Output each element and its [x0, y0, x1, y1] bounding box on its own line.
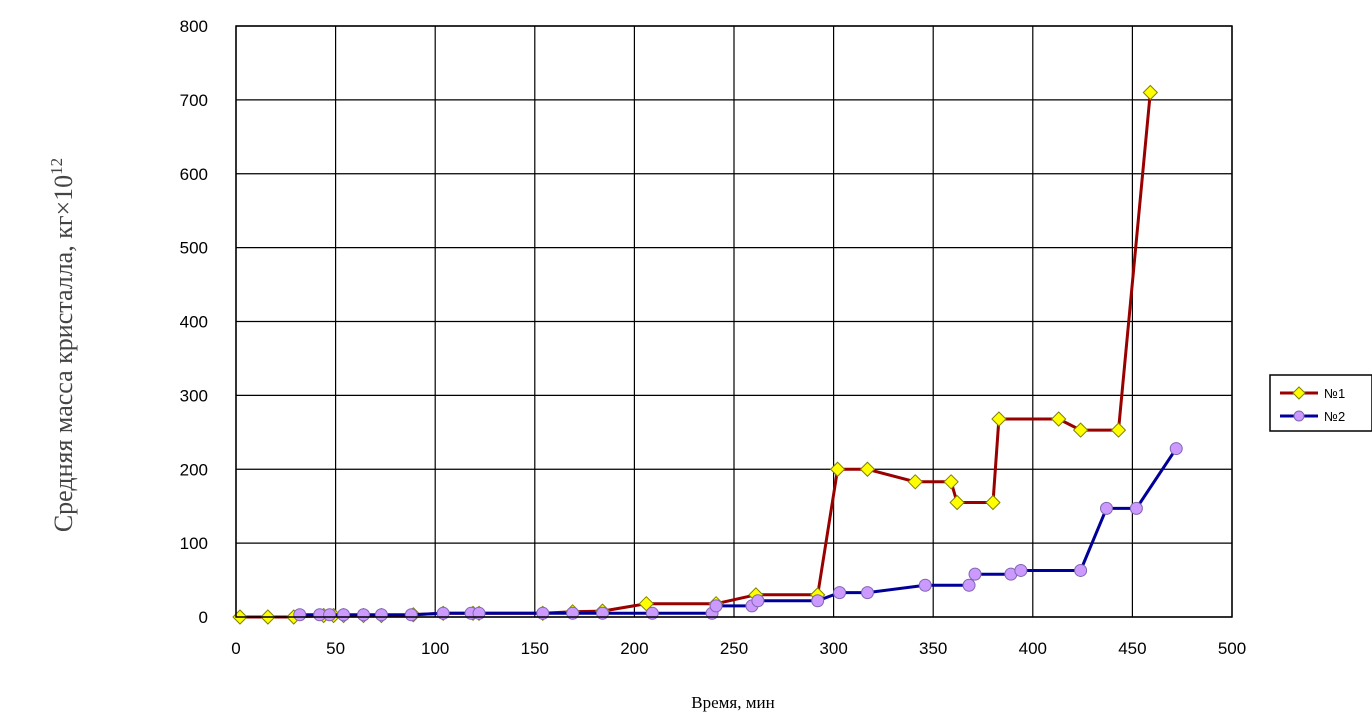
x-tick-label: 0 [231, 639, 240, 658]
legend-label-series-1: №1 [1324, 386, 1345, 401]
x-tick-label: 200 [620, 639, 648, 658]
series-2-point [1129, 501, 1143, 515]
series-1-point [1072, 422, 1089, 438]
legend: №1 №2 [1269, 374, 1372, 432]
legend-box [1269, 374, 1372, 432]
series-1-point [1142, 84, 1159, 101]
y-tick-label: 700 [180, 91, 208, 110]
plot-frame [235, 25, 1233, 618]
legend-marker-series-2 [1293, 410, 1305, 422]
y-tick-label: 400 [180, 313, 208, 332]
x-tick-label: 400 [1019, 639, 1047, 658]
series-2-point [918, 578, 932, 592]
x-tick-label: 250 [720, 639, 748, 658]
y-tick-label: 100 [180, 534, 208, 553]
y-tick-label: 800 [180, 17, 208, 36]
series-2-point [1074, 563, 1088, 577]
x-tick-label: 100 [421, 639, 449, 658]
series-1-point [943, 474, 959, 490]
y-axis-label: Средняя масса кристалла, кг×1012 [47, 158, 78, 532]
series-2-point [860, 586, 874, 600]
x-tick-label: 150 [521, 639, 549, 658]
x-tick-label: 300 [819, 639, 847, 658]
series-2-point [356, 608, 370, 622]
y-tick-label: 200 [180, 460, 208, 479]
series-2-point [1100, 501, 1114, 515]
series-2-point [833, 586, 847, 600]
series-2-point [337, 608, 351, 622]
series-1-point [638, 595, 655, 612]
series-2-point [1014, 563, 1028, 577]
series-2-point [962, 578, 976, 592]
series-1-point [907, 474, 923, 490]
series-2-point [811, 594, 825, 608]
y-axis-label-main: Средняя масса кристалла, кг×10 [49, 175, 78, 532]
series-1-point [985, 494, 1001, 511]
series-2 [293, 442, 1183, 622]
y-tick-label: 0 [199, 608, 208, 627]
series-1-point [991, 411, 1007, 427]
series-2-point [293, 608, 307, 622]
x-tick-label: 350 [919, 639, 947, 658]
y-tick-label: 500 [180, 239, 208, 258]
legend-marker-series-1 [1292, 386, 1306, 400]
series-1-point [1110, 422, 1127, 438]
series-2-point [709, 599, 723, 613]
x-tick-label: 500 [1218, 639, 1246, 658]
x-tick-label: 450 [1118, 639, 1146, 658]
series-2-point [1169, 442, 1183, 456]
series-1-point [859, 461, 876, 477]
series-2-point [374, 608, 388, 622]
series-1-point [949, 494, 965, 511]
series-1-point [1050, 411, 1067, 427]
series-1-point [829, 461, 846, 477]
series-2-point [323, 608, 337, 622]
x-axis-label: Время, мин [691, 693, 774, 712]
y-tick-label: 600 [180, 165, 208, 184]
legend-label-series-2: №2 [1324, 409, 1345, 424]
y-axis-label-exponent: 12 [47, 158, 66, 175]
series-2-point [751, 594, 765, 608]
series-2-point [968, 567, 982, 581]
series-2-point [404, 608, 418, 622]
y-tick-label: 300 [180, 386, 208, 405]
x-tick-label: 50 [326, 639, 345, 658]
x-tick-labels: 0 50 100 150 200 250 300 350 400 450 500 [231, 639, 1246, 658]
y-tick-labels: 0 100 200 300 400 500 600 700 800 [180, 17, 208, 627]
